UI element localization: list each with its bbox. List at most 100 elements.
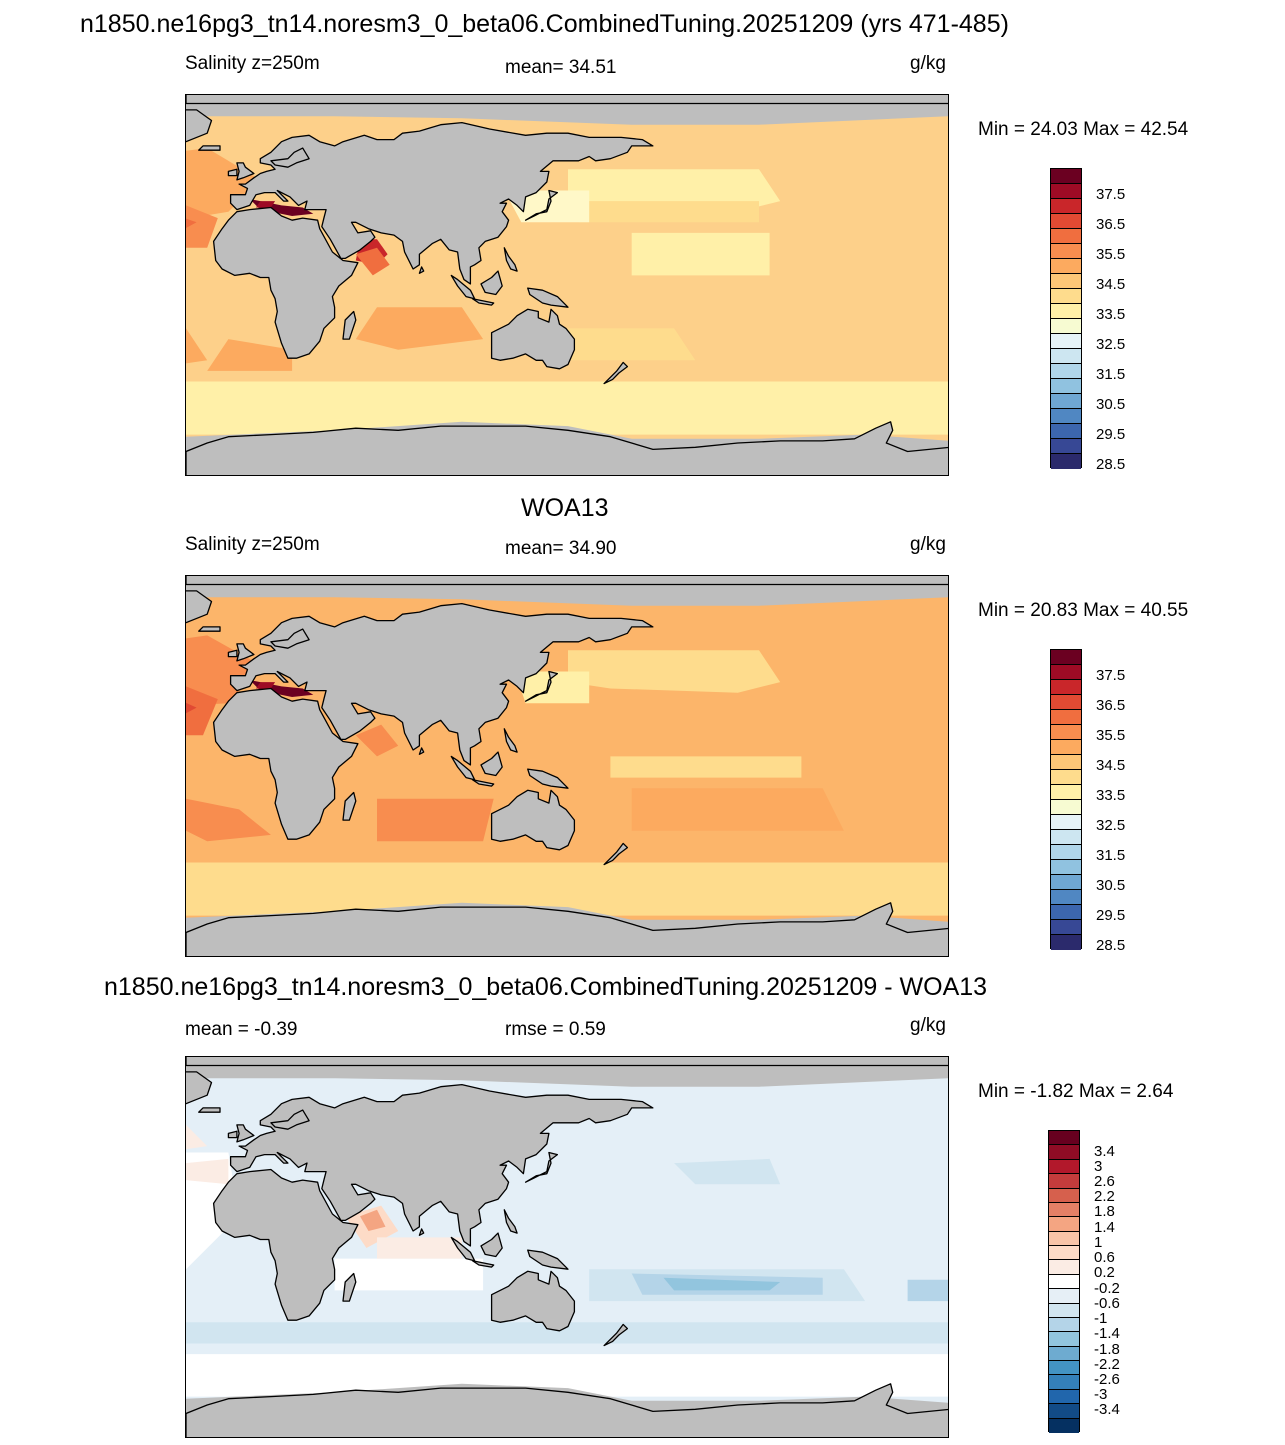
colorbar-swatch (1051, 364, 1081, 379)
new-guinea-landmass (527, 287, 569, 308)
colorbar-tick-label: 37.5 (1096, 185, 1126, 203)
panel-3-map (185, 1056, 949, 1438)
colorbar-swatch (1051, 815, 1081, 830)
philippines-landmass (503, 728, 518, 753)
colorbar-swatch (1051, 920, 1081, 935)
colorbar-tick-label: 36.5 (1096, 696, 1126, 714)
panel-2-title: WOA13 (521, 494, 609, 522)
eurasia-landmass (229, 602, 654, 766)
salinity-contour-region (256, 201, 276, 208)
sri-lanka-landmass (418, 266, 425, 274)
colorbar-swatch (1049, 1260, 1079, 1275)
colorbar-swatch (1049, 1375, 1079, 1390)
antarctica-landmass (186, 902, 948, 956)
colorbar-tick-label: 1 (1094, 1233, 1103, 1251)
philippines-landmass (503, 1209, 518, 1234)
colorbar-swatch (1051, 875, 1081, 890)
salinity-contour-region (631, 788, 844, 831)
colorbar-swatch (1051, 845, 1081, 860)
salinity-contour-region (186, 635, 261, 706)
japan-landmass (524, 189, 559, 221)
colorbar-tick-label: -2.2 (1094, 1355, 1120, 1373)
salinity-contour-region (207, 339, 293, 371)
borneo-landmass (480, 1232, 503, 1258)
colorbar-swatch (1049, 1418, 1079, 1433)
salinity-contour-region (907, 1279, 948, 1302)
colorbar-tick-label: 3.4 (1094, 1142, 1115, 1160)
colorbar-swatch (1051, 740, 1081, 755)
colorbar-swatch (1049, 1231, 1079, 1246)
salinity-contour-region (186, 1158, 229, 1185)
colorbar-tick-label: 30.5 (1096, 395, 1126, 413)
colorbar-swatch (1051, 199, 1081, 214)
colorbar-tick-label: 31.5 (1096, 365, 1126, 383)
colorbar-swatch (1051, 860, 1081, 875)
salinity-contour-region (355, 724, 399, 757)
salinity-contour-region (360, 1209, 386, 1231)
colorbar-tick-label: -1.4 (1094, 1325, 1120, 1343)
colorbar-tick-label: -3.4 (1094, 1401, 1120, 1419)
greenland-landmass (186, 109, 213, 143)
colorbar-swatch (1049, 1159, 1079, 1175)
colorbar-swatch (1051, 439, 1081, 454)
panel-3-mean-label: mean = -0.39 (185, 1019, 298, 1040)
panel-1-minmax-label: Min = 24.03 Max = 42.54 (978, 119, 1189, 140)
colorbar-tick-label: -3 (1094, 1386, 1108, 1404)
arctic-cap-landmass (186, 576, 948, 586)
colorbar-tick-label: -1.8 (1094, 1340, 1120, 1358)
colorbar-tick-label: -1 (1094, 1310, 1108, 1328)
colorbar-swatch (1051, 665, 1081, 680)
colorbar-swatch (1051, 289, 1081, 304)
colorbar-swatch (1049, 1174, 1079, 1189)
panel-3-colorbar (1048, 1130, 1080, 1433)
colorbar-swatch (1049, 1131, 1079, 1146)
australia-landmass (490, 789, 576, 851)
colorbar-swatch (1051, 169, 1081, 184)
colorbar-tick-label: 30.5 (1096, 876, 1126, 894)
africa-landmass (212, 687, 359, 840)
panel-2-minmax-label: Min = 20.83 Max = 40.55 (978, 600, 1189, 621)
colorbar-tick-label: 37.5 (1096, 666, 1126, 684)
colorbar-tick-label: 1.8 (1094, 1203, 1115, 1221)
colorbar-tick-label: 28.5 (1096, 936, 1126, 954)
scandinavia-gap-landmass (270, 147, 310, 168)
colorbar-tick-label: 0.6 (1094, 1249, 1115, 1267)
colorbar-swatch (1051, 379, 1081, 394)
salinity-contour-region (186, 205, 218, 248)
panel-2-units-label: g/kg (910, 534, 946, 555)
japan-landmass (524, 1151, 559, 1183)
salinity-contour-region (186, 328, 208, 364)
salinity-contour-region (186, 381, 948, 435)
colorbar-tick-label: 31.5 (1096, 846, 1126, 864)
colorbar-tick-label: 32.5 (1096, 335, 1126, 353)
australia-landmass (490, 308, 576, 370)
ireland-landmass (227, 649, 238, 658)
colorbar-swatch (1051, 650, 1081, 665)
panel-2-colorbar (1050, 649, 1082, 950)
java-landmass (471, 779, 495, 787)
colorbar-tick-label: 29.5 (1096, 425, 1126, 443)
salinity-contour-region (186, 702, 197, 714)
colorbar-swatch (1051, 349, 1081, 364)
panel-2-mean-label: mean= 34.90 (505, 538, 617, 559)
salinity-contour-region (186, 218, 197, 228)
british-isles-landmass (236, 643, 255, 662)
colorbar-tick-label: 34.5 (1096, 275, 1126, 293)
ireland-landmass (227, 168, 238, 177)
new-guinea-landmass (527, 768, 569, 789)
salinity-contour-region (631, 232, 770, 276)
colorbar-tick-label: 29.5 (1096, 906, 1126, 924)
colorbar-swatch (1051, 935, 1081, 950)
salinity-contour-region (663, 1277, 781, 1291)
colorbar-swatch (1051, 244, 1081, 259)
colorbar-tick-label: 33.5 (1096, 305, 1126, 323)
salinity-contour-region (377, 1237, 462, 1259)
colorbar-tick-label: 35.5 (1096, 726, 1126, 744)
panel-1-units-label: g/kg (910, 53, 946, 74)
colorbar-swatch (1051, 770, 1081, 785)
ireland-landmass (227, 1130, 238, 1139)
colorbar-swatch (1049, 1145, 1079, 1160)
colorbar-swatch (1051, 424, 1081, 439)
colorbar-swatch (1051, 830, 1081, 845)
colorbar-swatch (1051, 304, 1081, 319)
